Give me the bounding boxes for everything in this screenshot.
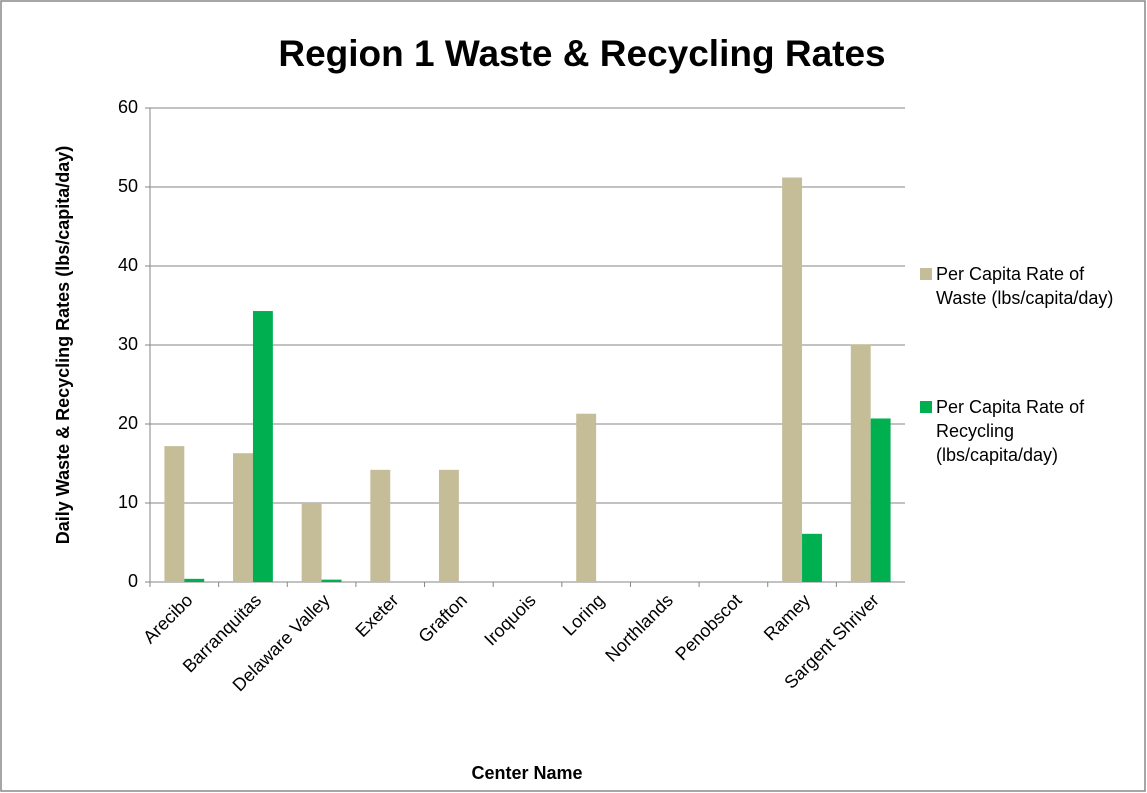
bar	[252, 311, 273, 582]
bar	[802, 533, 822, 582]
y-tick-label: 0	[128, 571, 138, 591]
bar	[370, 469, 391, 582]
legend-label: Per Capita Rate of Recycling (lbs/capita…	[936, 397, 1085, 465]
y-tick-label: 40	[118, 255, 138, 275]
bar	[782, 177, 803, 582]
bar	[438, 469, 459, 582]
legend-swatch	[920, 268, 932, 280]
bar	[164, 446, 185, 582]
chart-title: Region 1 Waste & Recycling Rates	[278, 33, 885, 74]
x-axis-title: Center Name	[471, 763, 582, 783]
bar	[184, 578, 205, 582]
y-tick-label: 60	[118, 97, 138, 117]
bar	[301, 503, 322, 582]
bar	[576, 413, 597, 582]
bar	[233, 453, 253, 582]
bar	[850, 344, 871, 582]
y-tick-label: 10	[118, 492, 138, 512]
legend-swatch	[920, 401, 932, 413]
y-tick-label: 30	[118, 334, 138, 354]
y-tick-label: 50	[118, 176, 138, 196]
bar	[321, 579, 342, 582]
y-axis-title: Daily Waste & Recycling Rates (lbs/capit…	[53, 146, 73, 544]
legend-label: Per Capita Rate of Waste (lbs/capita/day…	[936, 264, 1114, 308]
bar	[870, 418, 891, 582]
y-tick-label: 20	[118, 413, 138, 433]
